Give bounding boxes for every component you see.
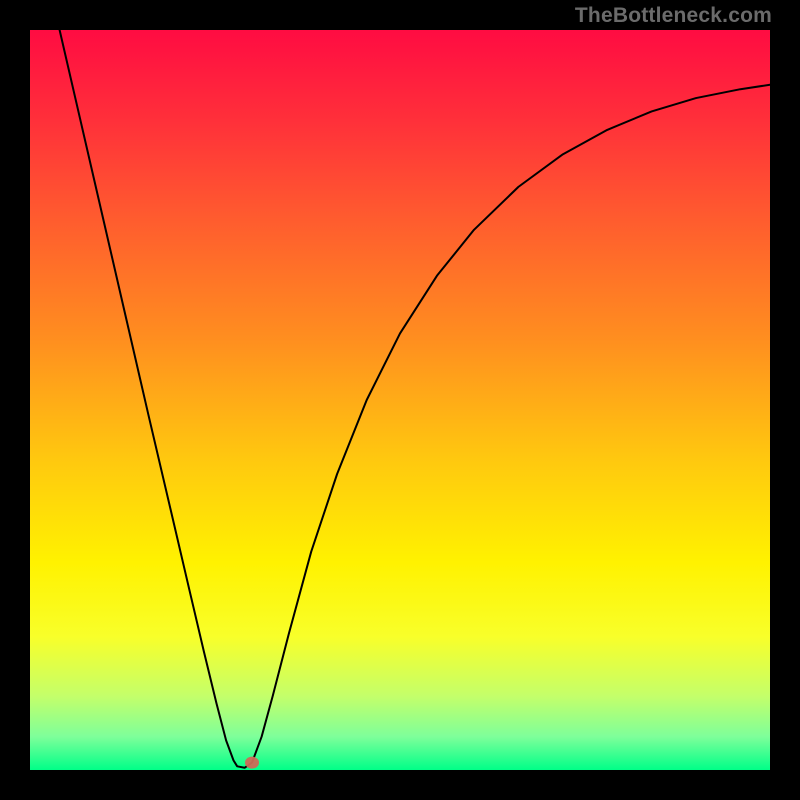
- minimum-marker: [245, 757, 259, 769]
- gradient-background: [30, 30, 770, 770]
- outer-frame: TheBottleneck.com: [0, 0, 800, 800]
- watermark-label: TheBottleneck.com: [575, 4, 772, 28]
- chart-svg: [30, 30, 770, 770]
